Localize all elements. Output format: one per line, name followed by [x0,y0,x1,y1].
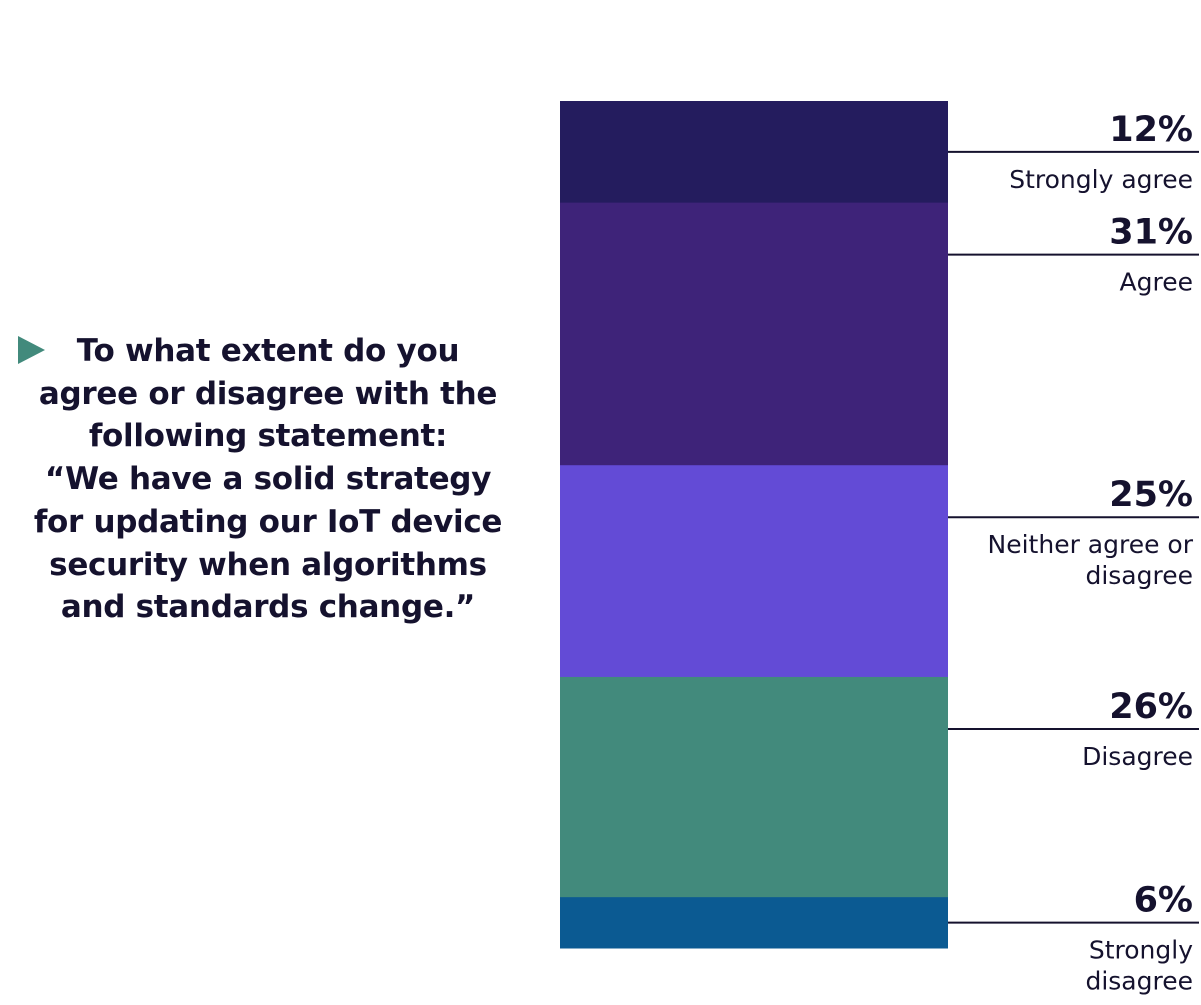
bar-segment-strongly-disagree [560,897,948,949]
bar-segment-agree [560,202,948,466]
category-label-strongly-disagree-line-1: Strongly [1089,936,1193,965]
bar-segment-neither-agree-or-disagree [560,465,948,678]
value-label-strongly-disagree: 6% [1134,881,1193,921]
value-label-agree: 31% [1109,213,1193,253]
category-label-disagree: Disagree [1082,742,1193,771]
bar-segment-strongly-agree [560,101,948,204]
survey-question: To what extent do you agree or disagree … [18,330,518,629]
bar-segment-disagree [560,676,948,898]
question-text: To what extent do you agree or disagree … [33,333,503,626]
category-label-neither-agree-or-disagree-line-2: disagree [1085,561,1193,590]
category-label-strongly-disagree-line-2: disagree [1085,967,1193,996]
category-label-neither-agree-or-disagree-line-1: Neither agree or [988,530,1194,559]
value-label-strongly-agree: 12% [1109,110,1193,150]
value-label-neither-agree-or-disagree: 25% [1109,475,1193,515]
category-label-strongly-agree: Strongly agree [1009,165,1193,194]
value-label-disagree: 26% [1109,687,1193,727]
play-arrow-icon [18,336,45,364]
category-label-agree: Agree [1120,268,1193,297]
